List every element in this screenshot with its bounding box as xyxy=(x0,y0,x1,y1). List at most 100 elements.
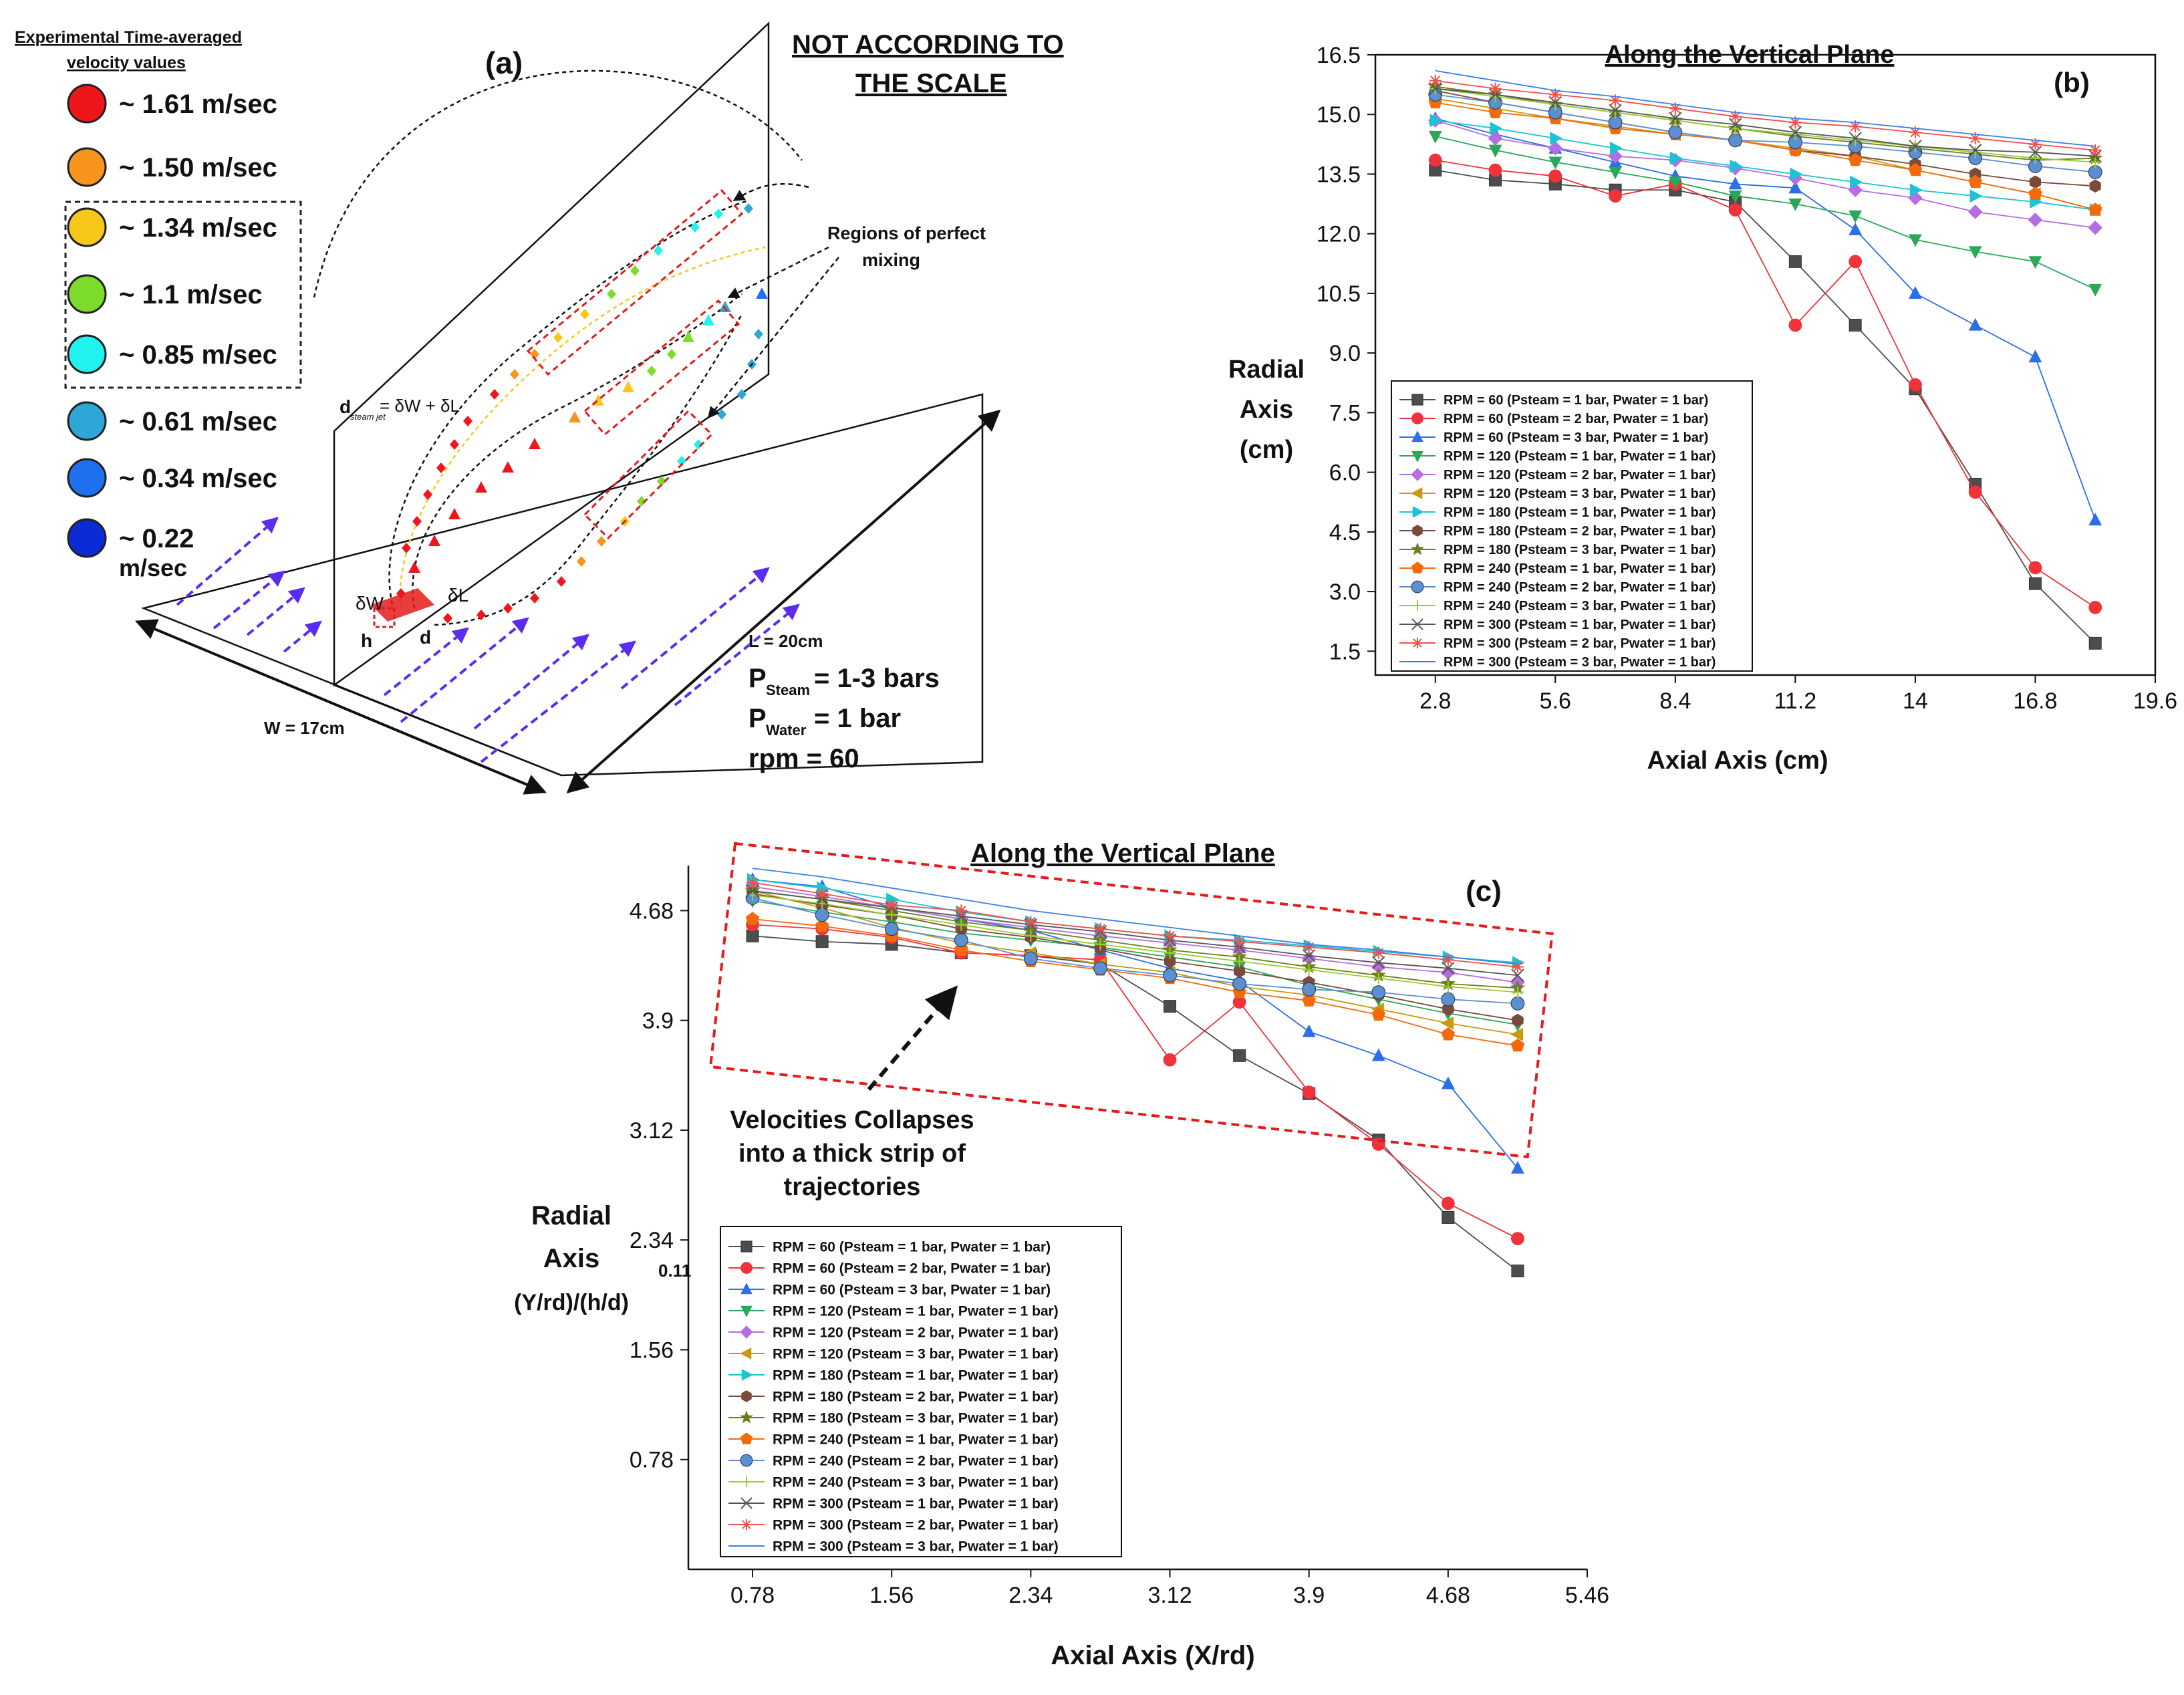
y-axis-label-line: Radial xyxy=(1228,356,1305,384)
trajectory-marker xyxy=(719,301,731,312)
data-point xyxy=(1094,922,1107,935)
data-point xyxy=(745,912,760,925)
data-point xyxy=(955,918,968,931)
data-point xyxy=(740,1241,753,1253)
trajectory-marker xyxy=(423,489,432,500)
data-point xyxy=(739,1410,754,1424)
legend-entry-label: RPM = 240 (Psteam = 2 bar, Pwater = 1 ba… xyxy=(773,1454,1059,1469)
trajectory-marker xyxy=(637,496,646,507)
series-line xyxy=(752,868,1518,965)
data-point xyxy=(1548,169,1562,183)
data-point xyxy=(740,1432,753,1444)
p-water-subscript: Water xyxy=(766,722,807,739)
data-point xyxy=(1163,1053,1177,1067)
data-point xyxy=(740,1454,753,1467)
legend-swatch xyxy=(67,518,107,558)
x-axis-label: Axial Axis (X/rd) xyxy=(1051,1641,1254,1670)
data-point xyxy=(1788,255,1802,268)
y-tick-label: 0.78 xyxy=(630,1448,674,1473)
data-point xyxy=(1411,394,1423,406)
y-axis-label-line: Radial xyxy=(531,1201,611,1230)
legend-entry-label: RPM = 120 (Psteam = 2 bar, Pwater = 1 ba… xyxy=(773,1325,1059,1341)
series-line xyxy=(1435,120,2096,211)
collapse-arrow xyxy=(867,985,958,1091)
data-point xyxy=(1441,992,1456,1007)
legend-swatch xyxy=(67,401,107,441)
legend-entry-label: RPM = 300 (Psteam = 1 bar, Pwater = 1 ba… xyxy=(773,1496,1059,1512)
data-point xyxy=(1442,1002,1454,1016)
length-label: L = 20cm xyxy=(748,631,823,651)
series xyxy=(1429,82,2102,163)
legend-entry-label: RPM = 60 (Psteam = 1 bar, Pwater = 1 bar… xyxy=(773,1240,1051,1255)
y-axis-label-line: Axis xyxy=(1240,396,1293,424)
legend-highlight-box xyxy=(64,201,302,389)
x-tick-label: 5.6 xyxy=(1540,688,1571,714)
data-point xyxy=(2028,561,2042,575)
legend-swatch xyxy=(67,458,107,498)
series xyxy=(746,887,1524,1027)
series-line xyxy=(1435,118,2096,521)
p-steam-value: = 1-3 bars xyxy=(814,664,940,693)
djet-expression: = δW + δL xyxy=(380,396,460,416)
legend-label: ~ 0.22 xyxy=(119,524,194,553)
trajectory-marker xyxy=(694,439,703,450)
data-point xyxy=(1371,1048,1385,1061)
series-line xyxy=(1435,88,2096,157)
series xyxy=(745,879,1525,990)
panel-a-label: (a) xyxy=(485,45,523,80)
data-point xyxy=(954,933,968,948)
x-tick-label: 3.12 xyxy=(1147,1583,1192,1608)
data-point xyxy=(1232,995,1246,1009)
collapse-text-line1: Velocities Collapses xyxy=(730,1106,974,1134)
data-point xyxy=(1510,1038,1525,1052)
data-point xyxy=(1849,120,1862,133)
legend-entry-label: RPM = 180 (Psteam = 3 bar, Pwater = 1 ba… xyxy=(773,1411,1059,1426)
trajectory-marker xyxy=(408,561,420,573)
data-point xyxy=(1411,487,1423,499)
data-point xyxy=(1669,114,1681,127)
data-point xyxy=(1909,183,1923,197)
data-point xyxy=(1489,82,1502,95)
series-line xyxy=(752,890,1518,976)
series-line xyxy=(752,897,1518,1005)
data-point xyxy=(1669,151,1683,165)
series-line xyxy=(752,918,1518,1047)
length-dimension-arrow xyxy=(566,409,1001,794)
trajectory-marker xyxy=(647,366,656,376)
data-point xyxy=(1609,104,1622,117)
trajectory-marker xyxy=(677,456,686,467)
data-point xyxy=(1511,960,1524,973)
series-line xyxy=(1435,94,2096,173)
data-point xyxy=(1849,134,1862,146)
y-tick-label: 9.0 xyxy=(1329,341,1361,366)
data-point xyxy=(1411,618,1423,630)
legend-entry-label: RPM = 120 (Psteam = 3 bar, Pwater = 1 ba… xyxy=(1444,487,1716,501)
data-point xyxy=(740,1519,753,1531)
legend-entry-label: RPM = 300 (Psteam = 1 bar, Pwater = 1 ba… xyxy=(1444,618,1716,632)
x-tick-label: 2.8 xyxy=(1419,688,1451,714)
series-line xyxy=(1435,80,2096,151)
data-point xyxy=(1728,133,1743,148)
data-point xyxy=(1849,210,1863,223)
legend-swatch xyxy=(67,147,107,187)
data-point xyxy=(740,1347,752,1359)
series-line xyxy=(752,900,1518,1025)
series-line xyxy=(752,893,1518,1021)
trajectory-marker xyxy=(607,289,616,299)
series xyxy=(746,876,1524,973)
legend-title-line2: velocity values xyxy=(67,53,186,72)
x-tick-label: 2.34 xyxy=(1008,1583,1053,1608)
data-point xyxy=(2089,156,2102,168)
trajectory-marker xyxy=(503,603,513,614)
trajectory-marker xyxy=(744,203,753,214)
data-point xyxy=(1303,963,1315,976)
data-point xyxy=(1789,116,1802,129)
trajectory-marker xyxy=(577,556,586,567)
data-point xyxy=(1302,982,1317,997)
series xyxy=(752,868,1518,965)
data-point xyxy=(740,1476,753,1488)
series-line xyxy=(1435,136,2096,290)
x-tick-label: 11.2 xyxy=(1774,688,1817,714)
trajectory-marker xyxy=(557,576,566,587)
series-line xyxy=(1435,90,2096,187)
